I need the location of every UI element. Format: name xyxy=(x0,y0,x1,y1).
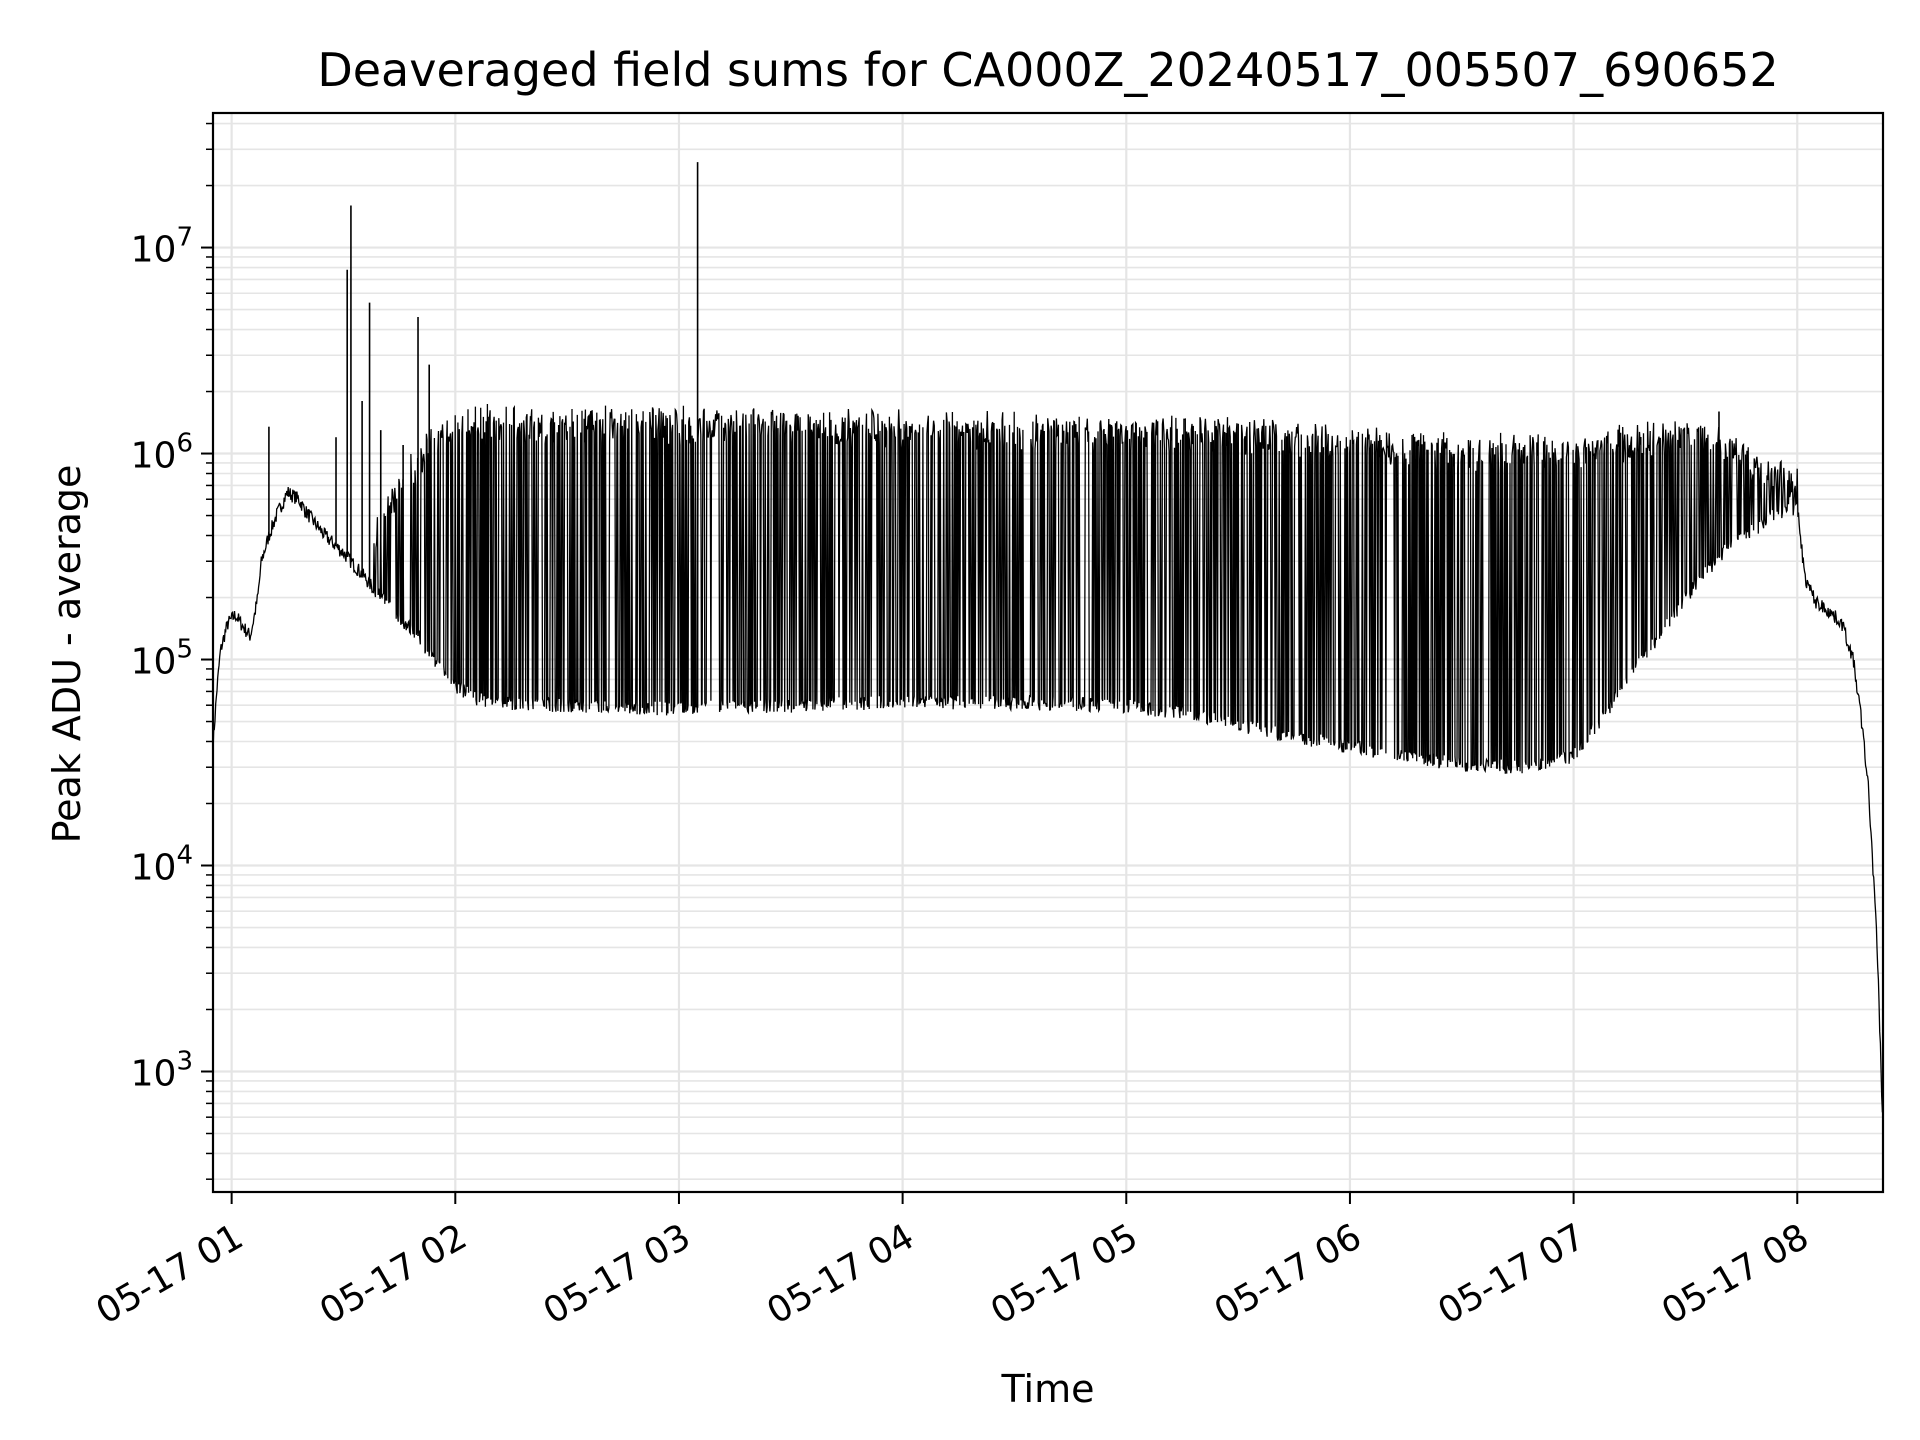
y-tick-label: 104 xyxy=(131,841,193,889)
plot-frame xyxy=(211,111,1885,1194)
y-tick-label: 103 xyxy=(131,1046,193,1094)
y-tick-label: 105 xyxy=(131,635,193,683)
y-tick-label-exponent: 6 xyxy=(176,429,193,459)
y-tick-label-exponent: 4 xyxy=(176,841,193,871)
y-tick-label: 106 xyxy=(131,429,193,477)
y-tick-label: 107 xyxy=(131,223,193,271)
y-tick-label-base: 10 xyxy=(131,436,177,477)
y-tick-label-exponent: 3 xyxy=(176,1046,193,1076)
y-tick-label-exponent: 7 xyxy=(176,223,193,253)
y-tick-label-base: 10 xyxy=(131,230,177,271)
y-tick-label-base: 10 xyxy=(131,1053,177,1094)
y-tick-label-base: 10 xyxy=(131,848,177,889)
chart-title: Deaveraged field sums for CA000Z_2024051… xyxy=(317,43,1778,97)
data-series xyxy=(212,162,1884,1113)
y-tick-label-exponent: 5 xyxy=(176,635,193,665)
series-trace xyxy=(212,403,1884,1113)
y-axis-label: Peak ADU - average xyxy=(45,465,89,844)
x-axis-label: Time xyxy=(1001,1367,1095,1411)
y-tick-label-base: 10 xyxy=(131,642,177,683)
